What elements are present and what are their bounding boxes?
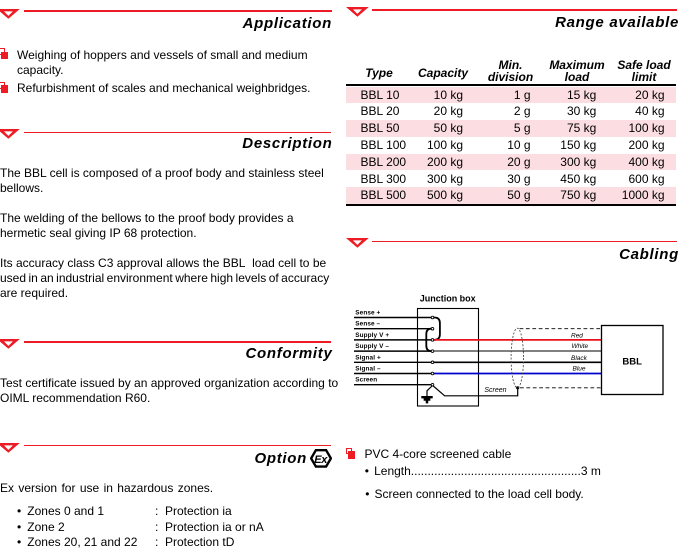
svg-text:Screen: Screen bbox=[484, 387, 506, 394]
svg-text:Supply V –: Supply V – bbox=[355, 343, 389, 350]
svg-text:Supply V +: Supply V + bbox=[355, 332, 389, 339]
svg-text:BBL: BBL bbox=[622, 356, 642, 367]
svg-text:Red: Red bbox=[571, 333, 583, 340]
svg-text:Signal +: Signal + bbox=[355, 354, 381, 361]
svg-text:Signal –: Signal – bbox=[355, 366, 381, 373]
svg-text:Screen: Screen bbox=[355, 377, 377, 384]
svg-text:Sense +: Sense + bbox=[355, 310, 380, 317]
svg-text:Blue: Blue bbox=[573, 365, 586, 372]
svg-text:White: White bbox=[572, 343, 589, 350]
svg-text:Ex: Ex bbox=[314, 454, 328, 466]
svg-text:Black: Black bbox=[571, 355, 588, 362]
svg-text:Junction box: Junction box bbox=[420, 294, 476, 304]
svg-text:Sense –: Sense – bbox=[355, 321, 380, 328]
